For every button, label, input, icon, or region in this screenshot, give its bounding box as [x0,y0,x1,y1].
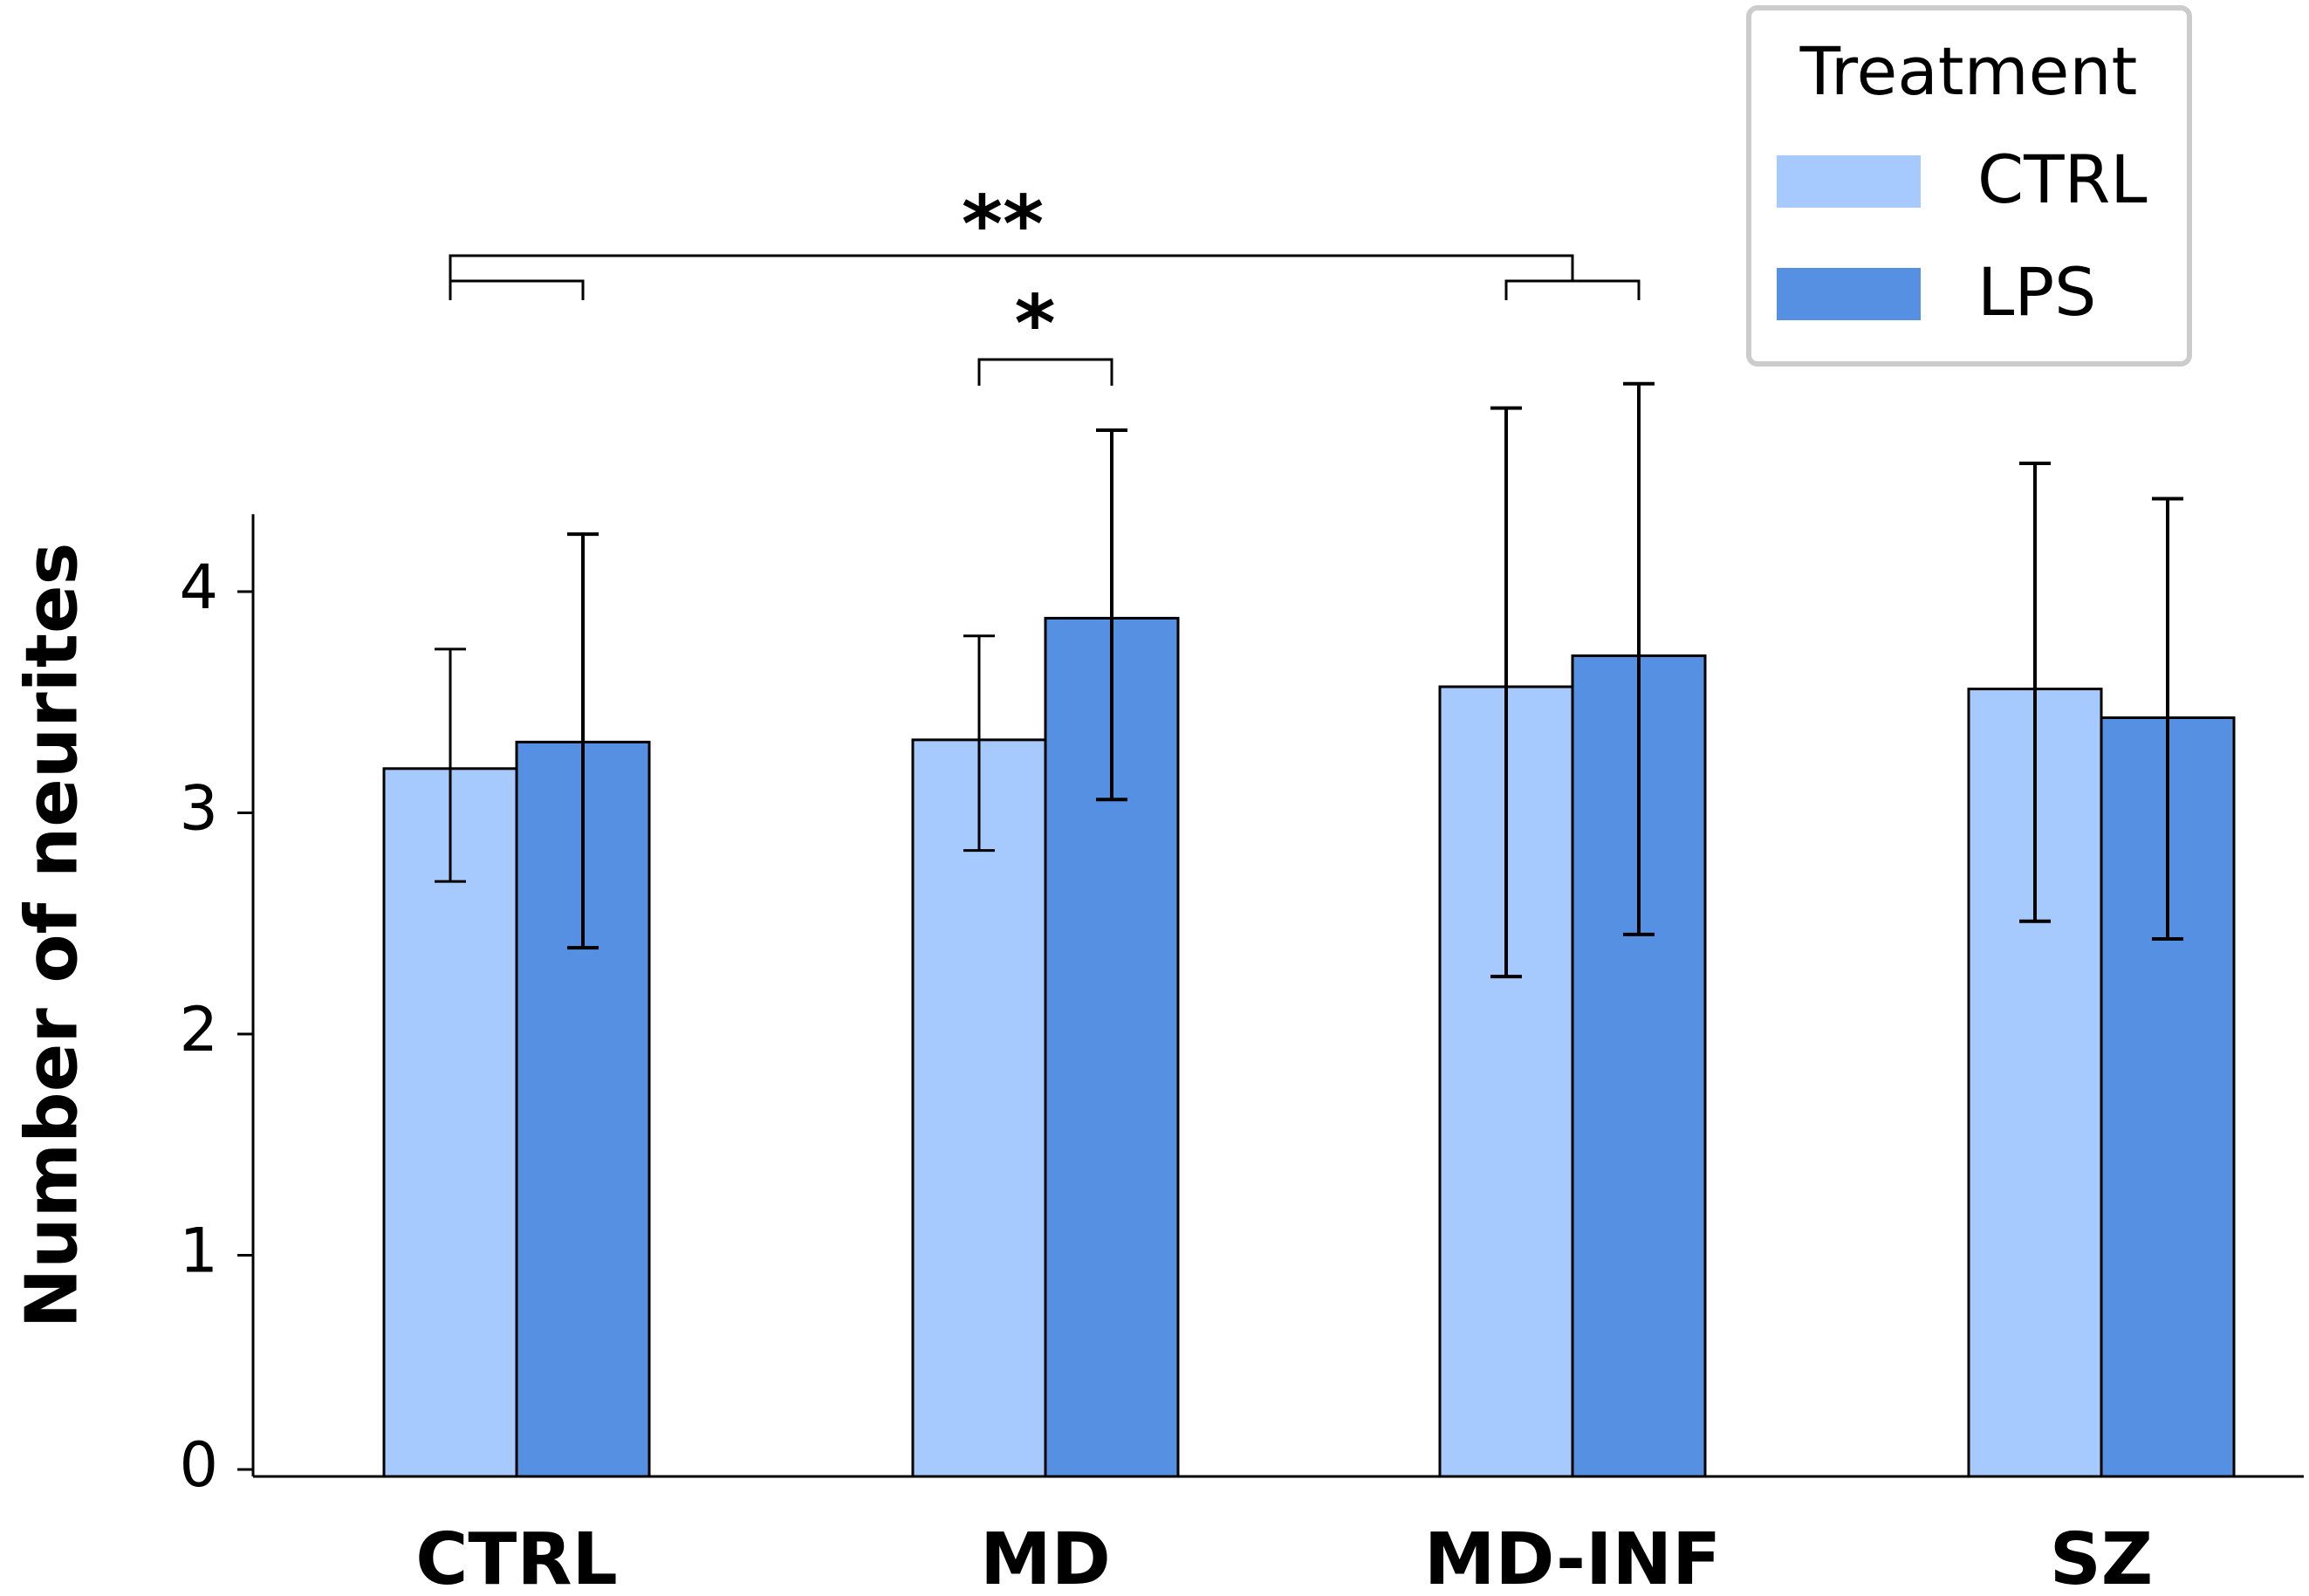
bar-ctrl-ctrl [382,767,518,1478]
x-tick-label-sz: SZ [2050,1518,2154,1596]
y-tick-label-0: 0 [179,1429,218,1501]
legend-swatch-lps [1777,268,1921,320]
y-tick-label-1: 1 [179,1216,218,1287]
y-tick-label-3: 3 [179,773,218,845]
x-tick-label-ctrl: CTRL [415,1518,618,1596]
y-tick-label-2: 2 [179,994,218,1065]
legend: Treatment CTRL LPS [1746,5,2192,366]
sig-subbracket-ctrl [449,279,585,300]
x-tick-label-md-inf: MD-INF [1424,1518,1721,1596]
y-tick-label-4: 4 [179,551,218,623]
sig-subbracket-md-inf [1504,279,1641,300]
legend-label-lps: LPS [1977,253,2096,331]
sig-label-single: * [1014,278,1055,370]
legend-swatch-ctrl [1777,155,1921,208]
x-tick-label-md: MD [980,1518,1111,1596]
sig-bracket-main [449,254,1574,281]
sig-bracket-within-md [977,358,1113,386]
sig-label-double: ** [962,179,1044,271]
y-axis-label: Number of neurites [10,543,93,1329]
legend-title: Treatment [1799,32,2138,110]
legend-label-ctrl: CTRL [1977,140,2148,218]
